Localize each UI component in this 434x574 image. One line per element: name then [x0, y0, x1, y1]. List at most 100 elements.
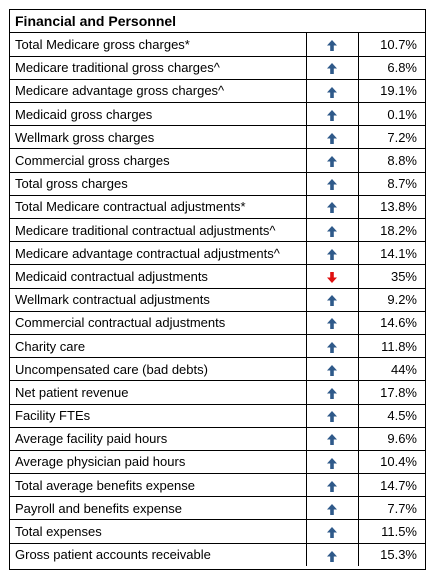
arrow-up-icon: [327, 480, 337, 492]
table-row: Total Medicare gross charges* 10.7%: [10, 33, 425, 57]
metric-label: Average physician paid hours: [10, 450, 307, 475]
metric-value: 18.2%: [358, 218, 425, 243]
arrow-up-icon: [327, 109, 337, 121]
metric-label: Total gross charges: [10, 172, 307, 196]
arrow-up-icon: [327, 527, 337, 539]
trend-cell: [306, 218, 359, 243]
metric-value: 9.2%: [358, 288, 425, 312]
table-row: Payroll and benefits expense 7.7%: [10, 496, 425, 521]
table-row: Charity care 11.8%: [10, 334, 425, 359]
metric-label: Net patient revenue: [10, 380, 307, 405]
table-row: Total Medicare contractual adjustments* 1…: [10, 195, 425, 220]
metrics-table: Total Medicare gross charges* 10.7% Medica…: [10, 33, 425, 567]
metric-value: 6.8%: [358, 56, 425, 80]
arrow-up-icon: [327, 86, 337, 98]
arrow-up-icon: [327, 295, 337, 307]
metric-value: 17.8%: [358, 380, 425, 405]
trend-cell: [306, 334, 359, 359]
metric-value: 11.8%: [358, 334, 425, 359]
arrow-up-icon: [327, 156, 337, 168]
table-row: Medicaid gross charges 0.1%: [10, 102, 425, 127]
metric-value: 44%: [358, 357, 425, 382]
metric-label: Medicaid contractual adjustments: [10, 264, 307, 289]
arrow-up-icon: [327, 411, 337, 423]
metric-label: Wellmark contractual adjustments: [10, 288, 307, 312]
metric-label: Total average benefits expense: [10, 473, 307, 498]
metric-value: 19.1%: [358, 79, 425, 104]
arrow-up-icon: [327, 318, 337, 330]
table-row: Medicare advantage gross charges^ 19.1%: [10, 79, 425, 104]
trend-cell: [306, 33, 359, 57]
trend-cell: [306, 172, 359, 196]
arrow-up-icon: [327, 457, 337, 469]
metrics-rows: Total Medicare gross charges* 10.7% Medica…: [10, 33, 425, 567]
metric-label: Wellmark gross charges: [10, 125, 307, 150]
metric-value: 8.8%: [358, 148, 425, 173]
metric-label: Total Medicare contractual adjustments*: [10, 195, 307, 220]
metric-label: Medicare advantage contractual adjustmen…: [10, 241, 307, 266]
trend-cell: [306, 427, 359, 451]
arrow-up-icon: [327, 39, 337, 51]
trend-cell: [306, 56, 359, 80]
table-row: Average facility paid hours 9.6%: [10, 427, 425, 451]
arrow-up-icon: [327, 503, 337, 515]
trend-cell: [306, 473, 359, 498]
arrow-up-icon: [327, 225, 337, 237]
arrow-up-icon: [327, 179, 337, 191]
table-row: Total expenses 11.5%: [10, 519, 425, 544]
arrow-up-icon: [327, 550, 337, 562]
table-row: Total average benefits expense 14.7%: [10, 473, 425, 498]
metric-value: 11.5%: [358, 519, 425, 544]
metric-value: 35%: [358, 264, 425, 289]
metric-label: Medicaid gross charges: [10, 102, 307, 127]
arrow-up-icon: [327, 132, 337, 144]
metric-label: Total Medicare gross charges*: [10, 33, 307, 57]
arrow-up-icon: [327, 387, 337, 399]
table-row: Medicaid contractual adjustments 35%: [10, 264, 425, 289]
trend-cell: [306, 380, 359, 405]
metric-label: Payroll and benefits expense: [10, 496, 307, 521]
table-row: Facility FTEs 4.5%: [10, 404, 425, 428]
arrow-up-icon: [327, 63, 337, 75]
table-row: Commercial contractual adjustments 14.6%: [10, 311, 425, 335]
trend-cell: [306, 195, 359, 220]
trend-cell: [306, 311, 359, 335]
metric-value: 14.1%: [358, 241, 425, 266]
trend-cell: [306, 79, 359, 104]
trend-cell: [306, 357, 359, 382]
metric-label: Commercial gross charges: [10, 148, 307, 173]
table-row: Wellmark gross charges 7.2%: [10, 125, 425, 150]
trend-cell: [306, 496, 359, 521]
arrow-up-icon: [327, 248, 337, 260]
trend-cell: [306, 148, 359, 173]
arrow-up-icon: [327, 434, 337, 446]
metric-value: 7.2%: [358, 125, 425, 150]
trend-cell: [306, 125, 359, 150]
metric-value: 15.3%: [380, 547, 417, 563]
trend-cell: [306, 450, 359, 475]
metric-value: 0.1%: [358, 102, 425, 127]
arrow-down-icon: [327, 272, 337, 284]
metric-label: Average facility paid hours: [10, 427, 307, 451]
metric-label: Charity care: [10, 334, 307, 359]
metric-label: Facility FTEs: [10, 404, 307, 428]
metric-label: Medicare traditional contractual adjustm…: [10, 218, 307, 243]
table-row: Commercial gross charges 8.8%: [10, 148, 425, 173]
metric-label: Medicare advantage gross charges^: [10, 79, 307, 104]
trend-cell: [306, 404, 359, 428]
arrow-up-icon: [327, 202, 337, 214]
table-row: Gross patient accounts receivable 15.3%: [10, 543, 425, 567]
table-row: Medicare traditional contractual adjustm…: [10, 218, 425, 243]
metric-label: Medicare traditional gross charges^: [10, 56, 307, 80]
metric-value: 10.4%: [358, 450, 425, 475]
table-row: Net patient revenue 17.8%: [10, 380, 425, 405]
trend-cell: [306, 241, 359, 266]
table-row: Medicare traditional gross charges^ 6.8%: [10, 56, 425, 80]
table-row: Total gross charges 8.7%: [10, 172, 425, 196]
metric-label: Total expenses: [10, 519, 307, 544]
trend-cell: [306, 288, 359, 312]
arrow-up-icon: [327, 341, 337, 353]
trend-cell: [306, 543, 359, 567]
metric-value: 8.7%: [358, 172, 425, 196]
metric-label: Uncompensated care (bad debts): [10, 357, 307, 382]
